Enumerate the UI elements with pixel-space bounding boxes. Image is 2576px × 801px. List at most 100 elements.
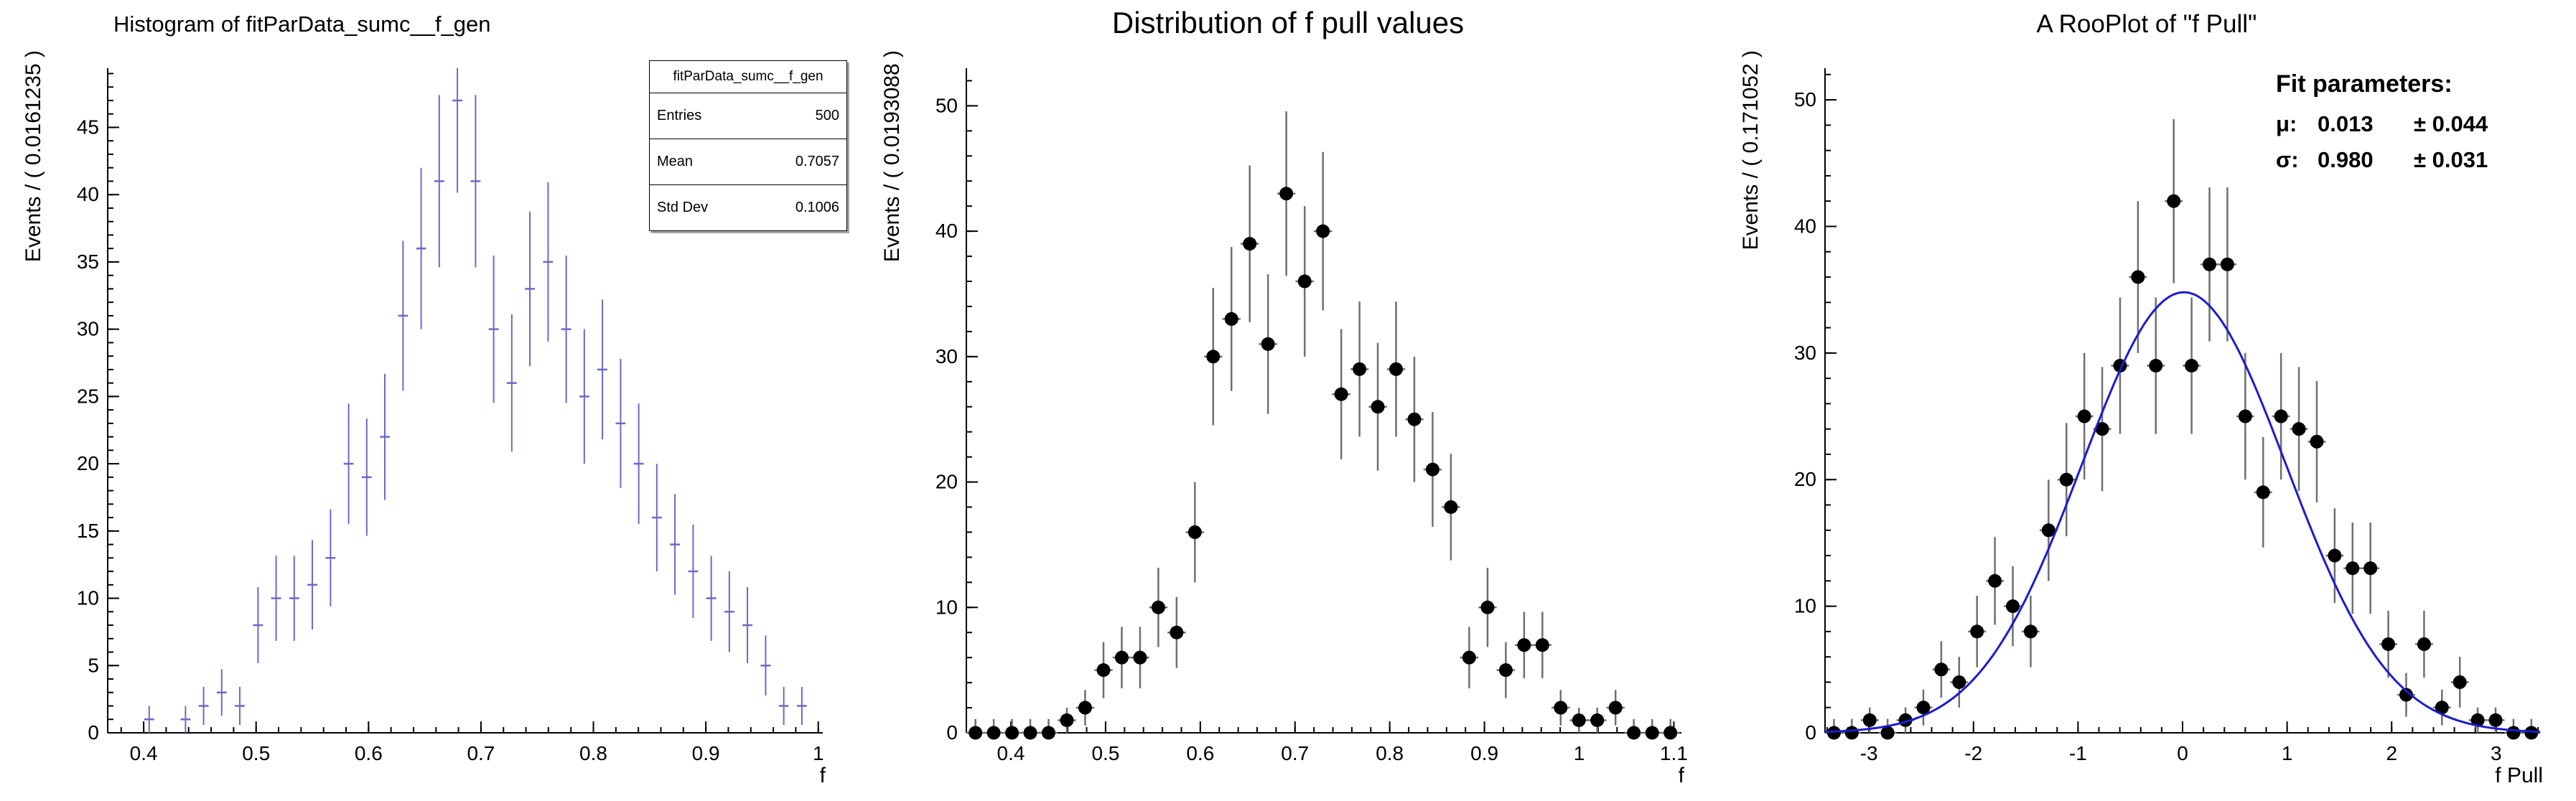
data-point	[597, 299, 608, 440]
data-point	[2307, 380, 2326, 502]
marker-dot	[1371, 400, 1385, 414]
data-point	[434, 95, 444, 268]
fit-row-sigma: σ: 0.980 ± 0.031	[2276, 147, 2526, 173]
marker-dot	[1316, 224, 1330, 238]
data-point	[1039, 718, 1058, 740]
x-axis-label: f Pull	[2495, 764, 2543, 787]
chart-title: Distribution of f pull values	[1111, 6, 1465, 39]
stats-title: fitParData_sumc__f_gen	[650, 61, 846, 93]
data-point	[1240, 165, 1259, 322]
svg-text:1: 1	[813, 742, 824, 764]
marker-dot	[1444, 500, 1458, 515]
data-point	[1515, 612, 1534, 678]
svg-text:20: 20	[935, 471, 958, 493]
data-point	[488, 255, 499, 403]
marker-dot	[2435, 701, 2449, 715]
data-point	[1950, 657, 1969, 708]
marker-dot	[1078, 701, 1092, 715]
data-point	[2021, 596, 2040, 668]
marker-dot	[2346, 561, 2360, 576]
data-point	[2290, 367, 2308, 492]
data-point	[1624, 718, 1643, 740]
data-point	[1149, 568, 1168, 647]
data-point	[1386, 301, 1406, 437]
marker-dot	[2328, 548, 2342, 563]
svg-text:35: 35	[77, 250, 99, 273]
data-point	[1058, 708, 1076, 733]
data-point	[1112, 627, 1131, 688]
data-point	[2414, 610, 2433, 678]
marker-dot	[2256, 485, 2270, 500]
svg-text:-3: -3	[1860, 742, 1878, 764]
svg-text:10: 10	[935, 596, 958, 618]
data-point	[289, 556, 299, 641]
data-point	[380, 373, 390, 500]
marker-dot	[1243, 237, 1257, 251]
data-point	[1606, 690, 1625, 726]
data-point	[235, 687, 245, 726]
data-point	[1478, 568, 1497, 647]
data-point	[1643, 718, 1661, 740]
data-point	[1878, 718, 1897, 740]
marker-dot	[2023, 624, 2038, 639]
stats-row-mean: Mean 0.7057	[650, 139, 846, 185]
svg-text:30: 30	[1794, 342, 1816, 364]
svg-text:0: 0	[1805, 721, 1816, 744]
data-point	[1204, 288, 1223, 426]
data-point	[1222, 247, 1241, 391]
marker-dot	[1407, 412, 1422, 426]
marker-dot	[1224, 312, 1238, 326]
panel-histogram: Histogram of fitParData_sumc__f_gen Even…	[0, 0, 859, 801]
data-point	[198, 687, 209, 726]
fit-value: 0.980	[2318, 147, 2374, 172]
data-point	[1277, 111, 1296, 276]
data-point	[2468, 707, 2487, 733]
data-point	[398, 240, 409, 391]
x-axis-label: f	[1678, 764, 1684, 787]
chart-title: A RooPlot of "f Pull"	[2036, 10, 2257, 38]
data-point	[506, 314, 517, 452]
svg-text:40: 40	[77, 183, 99, 205]
marker-dot	[1535, 638, 1549, 652]
stats-label: Mean	[657, 154, 694, 169]
axes	[1824, 68, 2540, 734]
marker-dot	[1880, 726, 1895, 740]
data-point	[966, 718, 985, 740]
data-point	[2129, 201, 2147, 353]
data-point	[1021, 718, 1040, 740]
data-point	[1259, 274, 1277, 414]
marker-dot	[986, 726, 1001, 740]
marker-dot	[1151, 600, 1165, 614]
stats-box: fitParData_sumc__f_gen Entries 500 Mean …	[649, 60, 847, 231]
data-point	[1569, 708, 1588, 733]
tick-labels: 0.4 0.5 0.6 0.7 0.8 0.9 1 1.1 0 10 20 30 40 50	[935, 94, 1688, 764]
data-point	[2450, 657, 2469, 708]
marker-dot	[2399, 688, 2413, 702]
data-point	[253, 587, 263, 664]
marker-dot	[2203, 257, 2217, 271]
data-point	[2218, 187, 2236, 342]
data-point	[1350, 301, 1369, 437]
svg-text:1: 1	[1574, 742, 1585, 764]
marker-dot	[1389, 362, 1404, 376]
marker-dot	[2417, 637, 2431, 652]
marker-dot	[1554, 701, 1568, 715]
marker-dot	[1590, 713, 1605, 728]
data-point	[416, 167, 426, 329]
marker-dot	[1425, 462, 1439, 477]
marker-dot	[2524, 726, 2539, 740]
svg-text:50: 50	[935, 94, 958, 116]
svg-text:0.8: 0.8	[1376, 742, 1404, 764]
data-point	[2201, 187, 2218, 342]
data-point	[2272, 352, 2290, 480]
marker-dot	[1133, 650, 1147, 665]
marker-dot	[2238, 409, 2252, 423]
marker-dot	[1608, 701, 1623, 715]
marker-dot	[1096, 663, 1111, 678]
marker-dot	[2149, 358, 2163, 373]
data-point	[2039, 479, 2058, 581]
marker-dot	[2292, 422, 2306, 436]
